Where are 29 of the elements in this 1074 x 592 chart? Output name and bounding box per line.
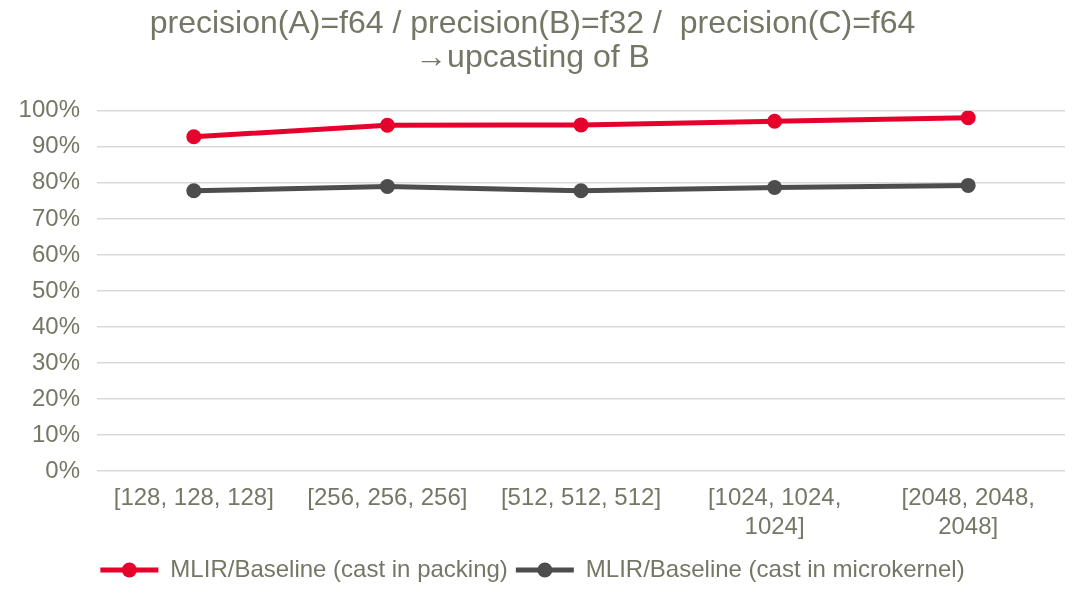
y-tick-label: 70%	[31, 203, 80, 231]
y-tick-label: 100%	[18, 95, 80, 123]
y-tick-label: 50%	[31, 275, 80, 303]
legend-label: MLIR/Baseline (cast in packing)	[170, 554, 508, 582]
y-tick-label: 30%	[31, 347, 80, 375]
y-tick-label: 0%	[45, 455, 80, 483]
point	[379, 178, 395, 194]
point	[573, 117, 589, 133]
x-tick-label: [128, 128, 128]	[113, 483, 274, 511]
chart-title: precision(A)=f64 / precision(B)=f32 / precision(C)=f64 →upcasting of B	[149, 3, 916, 74]
point	[960, 110, 976, 126]
y-tick-label: 10%	[31, 419, 80, 447]
y-tick-label: 90%	[31, 131, 80, 159]
x-tick-label: [1024, 1024, 1024]	[707, 483, 842, 539]
point	[186, 129, 202, 145]
legend-label: MLIR/Baseline (cast in microkernel)	[585, 554, 965, 582]
x-tick-label: [512, 512, 512]	[500, 483, 662, 511]
point	[960, 177, 976, 193]
x-tick-label: [2048, 2048, 2048]	[901, 483, 1035, 539]
point	[186, 183, 202, 199]
point	[767, 113, 783, 129]
point	[379, 117, 395, 133]
y-tick-label: 60%	[31, 239, 80, 267]
point	[573, 183, 589, 199]
y-tick-label: 80%	[31, 167, 80, 195]
y-tick-label: 40%	[31, 311, 80, 339]
x-tick-label: [256, 256, 256]	[307, 483, 468, 511]
y-tick-label: 20%	[31, 383, 80, 411]
point	[767, 180, 783, 196]
